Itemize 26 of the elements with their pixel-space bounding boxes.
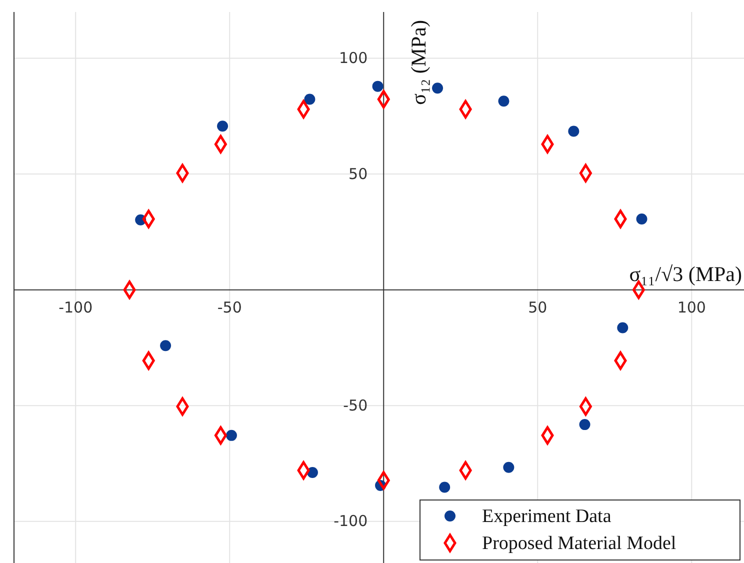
legend-label: Proposed Material Model xyxy=(482,533,676,554)
point xyxy=(306,466,318,478)
legend-label: Experiment Data xyxy=(482,506,612,527)
point xyxy=(304,94,316,105)
point xyxy=(226,430,237,441)
point xyxy=(160,340,172,352)
x-tick-label: 100 xyxy=(677,298,706,316)
y-tick-label: 50 xyxy=(348,164,368,183)
point xyxy=(439,482,450,493)
point xyxy=(498,96,510,107)
y-axis-title: σ₁₂ (MPa) xyxy=(406,20,431,105)
y-tick-label: -50 xyxy=(343,396,368,414)
point xyxy=(568,126,580,137)
point xyxy=(503,462,514,473)
x-axis-title: σ₁₁/√3 (MPa) xyxy=(629,262,742,286)
point xyxy=(372,80,384,92)
x-tick-label: -100 xyxy=(58,298,93,316)
point xyxy=(636,213,648,224)
point xyxy=(579,419,590,430)
point xyxy=(432,82,444,94)
point xyxy=(217,120,228,132)
x-tick-label: -50 xyxy=(217,298,242,316)
x-tick-label: 50 xyxy=(528,298,548,316)
y-tick-label: 100 xyxy=(338,49,368,68)
y-tick-label: -100 xyxy=(334,512,368,530)
point xyxy=(617,322,628,334)
